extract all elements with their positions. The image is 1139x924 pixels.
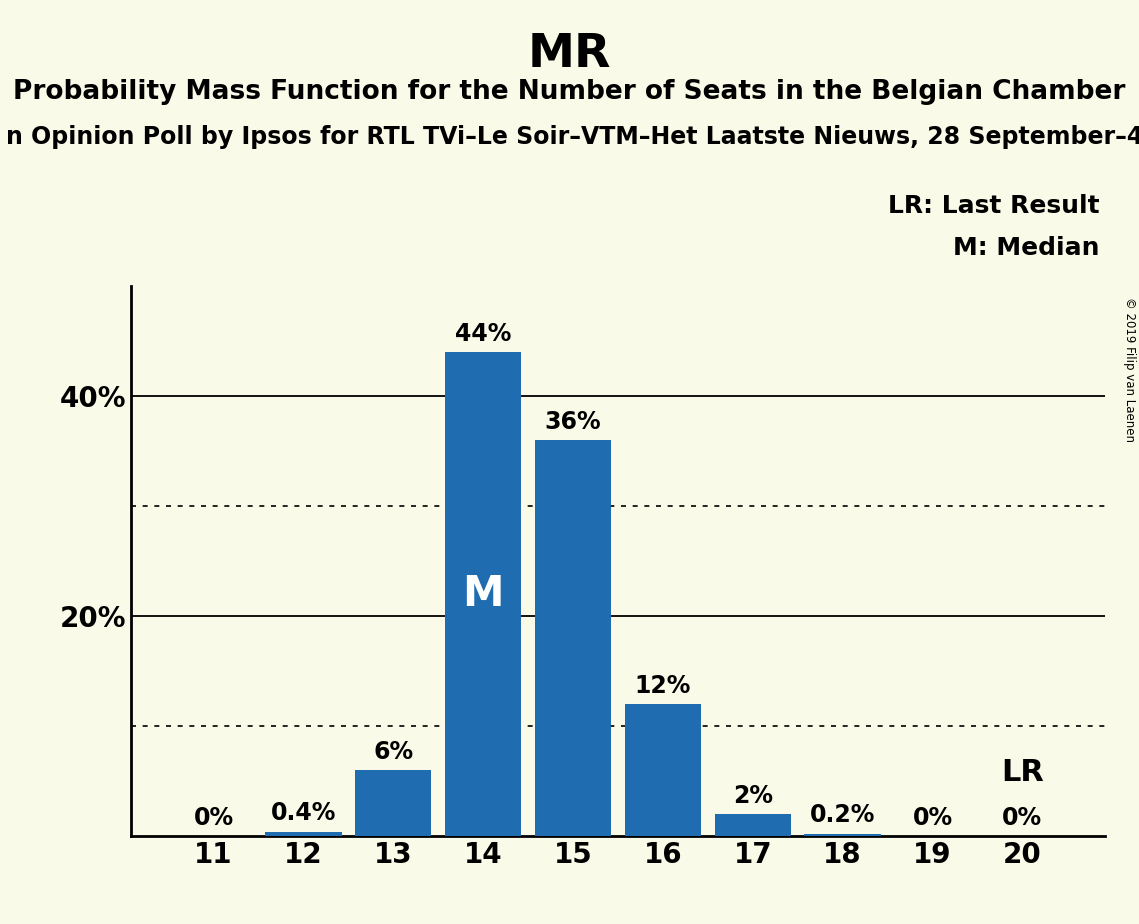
- Text: LR: LR: [1001, 758, 1043, 786]
- Text: 36%: 36%: [544, 409, 601, 433]
- Text: M: Median: M: Median: [952, 236, 1099, 260]
- Text: 0.4%: 0.4%: [271, 801, 336, 825]
- Text: MR: MR: [527, 32, 612, 78]
- Text: © 2019 Filip van Laenen: © 2019 Filip van Laenen: [1123, 298, 1137, 442]
- Bar: [445, 352, 522, 836]
- Bar: [624, 704, 700, 836]
- Text: M: M: [462, 573, 503, 615]
- Text: n Opinion Poll by Ipsos for RTL TVi–Le Soir–VTM–Het Laatste Nieuws, 28 September: n Opinion Poll by Ipsos for RTL TVi–Le S…: [6, 125, 1139, 149]
- Text: 0%: 0%: [912, 806, 952, 830]
- Bar: [535, 441, 612, 836]
- Text: 44%: 44%: [454, 322, 511, 346]
- Bar: [714, 814, 790, 836]
- Bar: [804, 834, 880, 836]
- Text: Probability Mass Function for the Number of Seats in the Belgian Chamber: Probability Mass Function for the Number…: [14, 79, 1125, 104]
- Text: LR: Last Result: LR: Last Result: [887, 194, 1099, 218]
- Text: 0.2%: 0.2%: [810, 804, 875, 827]
- Text: 12%: 12%: [634, 674, 691, 698]
- Bar: [355, 771, 432, 836]
- Text: 0%: 0%: [194, 806, 233, 830]
- Bar: [265, 832, 342, 836]
- Text: 0%: 0%: [1002, 806, 1042, 830]
- Text: 6%: 6%: [374, 739, 413, 763]
- Text: 2%: 2%: [732, 784, 772, 808]
